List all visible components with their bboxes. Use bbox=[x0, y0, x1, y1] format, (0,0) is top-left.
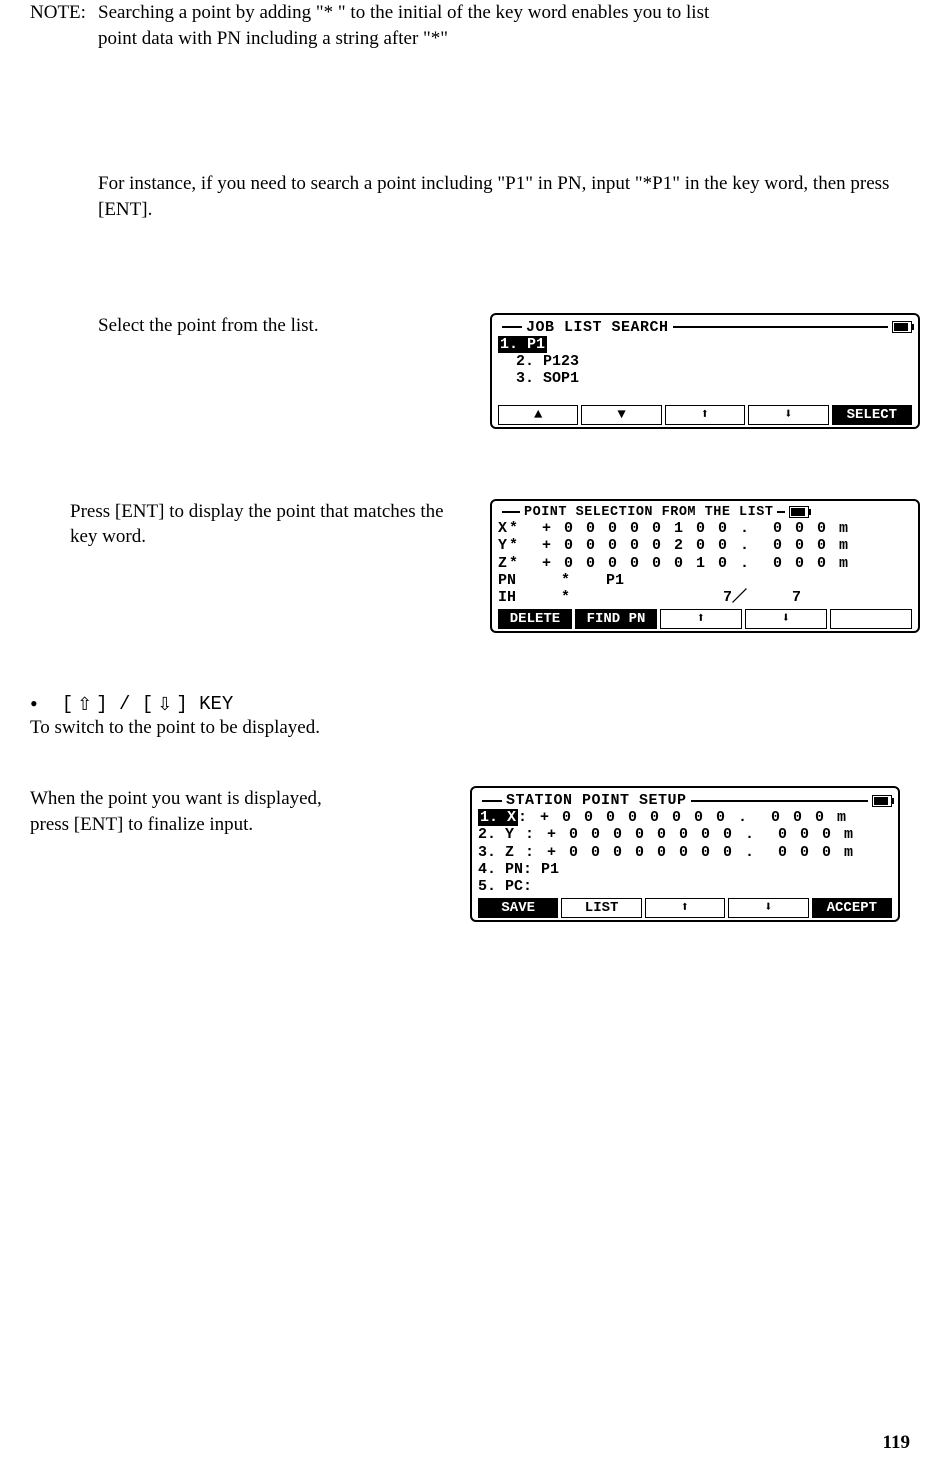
battery-icon bbox=[789, 506, 809, 518]
lcd-screen-station-point: STATION POINT SETUP 1. X: + 0 0 0 0 0 0 … bbox=[470, 786, 900, 923]
down-arrow-icon: ⇩ bbox=[157, 694, 172, 715]
screen2-title: POINT SELECTION FROM THE LIST bbox=[524, 505, 773, 521]
note-body: Searching a point by adding "* " to the … bbox=[98, 0, 920, 51]
softkey-select[interactable]: SELECT bbox=[832, 405, 912, 425]
screen2-row-0: X* + 0 0 0 0 0 1 0 0 . 0 0 0 m bbox=[498, 520, 912, 537]
screen2-row-2: Z* + 0 0 0 0 0 0 1 0 . 0 0 0 m bbox=[498, 555, 912, 572]
battery-icon bbox=[872, 795, 892, 807]
softkey-down-big[interactable]: ⬇ bbox=[748, 405, 828, 425]
up-arrow-icon: ⇧ bbox=[77, 694, 92, 715]
final-line1: When the point you want is displayed, bbox=[30, 788, 322, 809]
softkey-find-pn[interactable]: FIND PN bbox=[575, 609, 657, 629]
screen1-softkeys: ▲ ▼ ⬆ ⬇ SELECT bbox=[498, 405, 912, 425]
battery-icon bbox=[892, 321, 912, 333]
screen1-title: JOB LIST SEARCH bbox=[526, 319, 669, 336]
softkey-up[interactable]: ⬆ bbox=[660, 609, 742, 629]
note-block: NOTE: Searching a point by adding "* " t… bbox=[30, 0, 920, 51]
softkey-delete[interactable]: DELETE bbox=[498, 609, 572, 629]
screen3-row-0: 1. X: + 0 0 0 0 0 0 0 0 . 0 0 0 m bbox=[478, 809, 892, 826]
softkey-up[interactable]: ⬆ bbox=[645, 898, 725, 918]
softkey-accept[interactable]: ACCEPT bbox=[812, 898, 892, 918]
step-ent-text: Press [ENT] to display the point that ma… bbox=[70, 499, 470, 550]
screen2-softkeys: DELETE FIND PN ⬆ ⬇ bbox=[498, 609, 912, 629]
softkey-blank[interactable] bbox=[830, 609, 912, 629]
note-body-line2: point data with PN including a string af… bbox=[98, 28, 448, 49]
softkey-down-small[interactable]: ▼ bbox=[581, 405, 661, 425]
screen1-row-1: 2. P123 bbox=[498, 353, 912, 370]
screen2-row-1: Y* + 0 0 0 0 0 2 0 0 . 0 0 0 m bbox=[498, 537, 912, 554]
screen2-row-3: PN * P1 bbox=[498, 572, 912, 589]
screen2-row-4: IH * 7／ 7 bbox=[498, 589, 912, 606]
screen3-row-2: 3. Z : + 0 0 0 0 0 0 0 0 . 0 0 0 m bbox=[478, 844, 892, 861]
screen3-title: STATION POINT SETUP bbox=[506, 792, 687, 809]
lcd-screen-point-selection: POINT SELECTION FROM THE LIST X* + 0 0 0… bbox=[490, 499, 920, 634]
final-line2: press [ENT] to finalize input. bbox=[30, 814, 253, 835]
step-select-text: Select the point from the list. bbox=[98, 313, 470, 339]
lcd-screen-job-list: JOB LIST SEARCH 1. P1 2. P123 3. SOP1 ▲ … bbox=[490, 313, 920, 429]
screen1-row-0: 1. P1 bbox=[498, 336, 547, 353]
softkey-list[interactable]: LIST bbox=[561, 898, 641, 918]
screen3-softkeys: SAVE LIST ⬆ ⬇ ACCEPT bbox=[478, 898, 892, 918]
softkey-up-big[interactable]: ⬆ bbox=[665, 405, 745, 425]
softkey-save[interactable]: SAVE bbox=[478, 898, 558, 918]
screen3-row-4: 5. PC: bbox=[478, 878, 892, 895]
note-body-line1: Searching a point by adding "* " to the … bbox=[98, 2, 709, 23]
softkey-down[interactable]: ⬇ bbox=[745, 609, 827, 629]
softkey-down[interactable]: ⬇ bbox=[728, 898, 808, 918]
screen3-row-3: 4. PN: P1 bbox=[478, 861, 892, 878]
keys-line: • [ ⇧ ] / [ ⇩ ] KEY bbox=[30, 693, 920, 715]
page-number: 119 bbox=[883, 1432, 910, 1454]
note-label: NOTE: bbox=[30, 0, 98, 51]
instance-para: For instance, if you need to search a po… bbox=[98, 171, 898, 222]
keys-desc: To switch to the point to be displayed. bbox=[30, 715, 920, 741]
finalize-block: When the point you want is displayed, pr… bbox=[30, 786, 450, 837]
screen1-row-2: 3. SOP1 bbox=[498, 370, 912, 387]
softkey-up-small[interactable]: ▲ bbox=[498, 405, 578, 425]
screen3-row-1: 2. Y : + 0 0 0 0 0 0 0 0 . 0 0 0 m bbox=[478, 826, 892, 843]
